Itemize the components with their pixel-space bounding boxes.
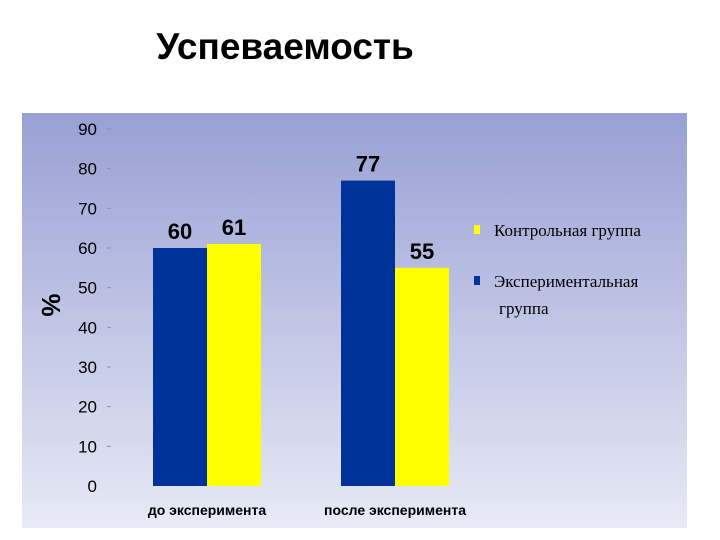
data-label: 60	[168, 219, 192, 244]
page-title: Успеваемость	[156, 26, 414, 67]
data-label: 61	[222, 215, 246, 240]
y-tick-label: 90	[78, 120, 97, 139]
legend-swatch	[474, 276, 480, 285]
y-tick-label: 30	[78, 358, 97, 377]
legend-label: Контрольная группа	[494, 221, 641, 240]
x-category-label: после эксперимента	[324, 502, 466, 518]
legend-swatch	[474, 225, 480, 234]
legend-label: Экспериментальная	[494, 272, 638, 291]
y-axis-label: %	[36, 293, 66, 316]
legend-label: группа	[499, 299, 549, 318]
y-tick-label: 40	[78, 318, 97, 337]
bar	[341, 180, 395, 487]
y-tick-label: 50	[78, 279, 97, 298]
bar	[207, 244, 261, 486]
bar	[153, 248, 207, 486]
bar	[395, 267, 449, 486]
x-category-label: до эксперимента	[148, 502, 267, 518]
data-label: 77	[356, 152, 380, 177]
y-tick-label: 10	[78, 437, 97, 456]
y-tick-label: 0	[88, 477, 97, 496]
y-tick-label: 20	[78, 398, 97, 417]
data-label: 55	[410, 239, 434, 264]
y-tick-label: 80	[78, 160, 97, 179]
y-tick-label: 70	[78, 199, 97, 218]
y-tick-label: 60	[78, 239, 97, 258]
